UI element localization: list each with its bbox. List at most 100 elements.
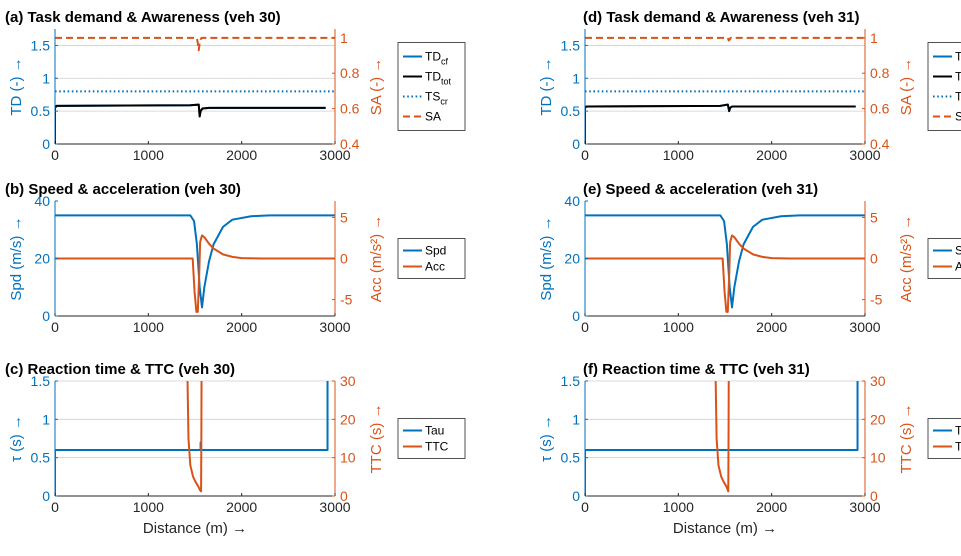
legend-label-name: Acc: [425, 260, 445, 274]
left-y-axis-label: Spd (m/s) →: [538, 216, 555, 300]
left-y-tick-label: 0.5: [31, 103, 51, 119]
x-tick-label: 3000: [849, 319, 880, 335]
right-y-axis-label: Acc (m/s²) →: [898, 215, 915, 303]
x-tick-label: 1000: [663, 147, 694, 163]
legend-label-name: Tau: [955, 424, 961, 438]
left-y-tick-label: 20: [564, 251, 580, 267]
series-line-td-tot: [55, 103, 326, 144]
x-tick-label: 2000: [756, 147, 787, 163]
legend: Spd Acc: [397, 238, 466, 279]
x-tick-label: 1000: [133, 319, 164, 335]
left-y-tick-label: 0: [42, 488, 50, 504]
x-tick-label: 3000: [849, 499, 880, 515]
right-y-tick-label: 0.4: [870, 136, 890, 152]
left-y-tick-label: 0.5: [561, 450, 581, 466]
right-y-tick-label: 0: [340, 488, 348, 504]
right-y-tick-label: 5: [340, 209, 348, 225]
legend: TDcf TDtot TScr SA: [397, 42, 466, 131]
series-group: [55, 381, 329, 496]
right-y-tick-label: 5: [870, 209, 878, 225]
left-y-tick-label: 0: [572, 136, 580, 152]
legend-label-name: Spd: [425, 244, 446, 258]
left-y-tick-label: 40: [34, 193, 50, 209]
legend-label-name: TTC: [955, 440, 961, 454]
x-tick-label: 3000: [319, 499, 350, 515]
legend-label-name: TS: [955, 90, 961, 104]
x-tick-label: 2000: [756, 319, 787, 335]
left-y-tick-label: 20: [34, 251, 50, 267]
right-y-tick-label: 0.8: [870, 65, 890, 81]
subplot-d: (d) Task demand & Awareness (veh 31) 0 100…: [538, 9, 961, 163]
legend-label: Tau: [955, 424, 961, 438]
x-tick-label: 0: [51, 147, 59, 163]
series-line-acc: [585, 234, 865, 313]
left-y-tick-label: 40: [564, 193, 580, 209]
plot-area: [585, 381, 865, 496]
legend-box: [927, 418, 961, 459]
right-y-tick-label: 0.6: [870, 101, 890, 117]
legend-label-subscript: cf: [441, 57, 449, 67]
x-tick-label: 1000: [133, 147, 164, 163]
right-y-tick-label: 10: [870, 450, 886, 466]
right-y-tick-label: 0: [870, 251, 878, 267]
right-y-tick-label: 10: [340, 450, 356, 466]
series-line-sa: [585, 36, 865, 42]
legend: Tau TTC: [397, 418, 466, 459]
series-line-tau: [585, 381, 859, 496]
left-y-axis-label: τ (s) →: [538, 415, 555, 462]
x-axis-label: Distance (m) →: [143, 520, 247, 537]
legend-label: TDtot: [955, 70, 961, 87]
legend-label: TScr: [425, 90, 448, 107]
legend-label-name: Tau: [425, 424, 444, 438]
x-axis-label: Distance (m) →: [673, 520, 777, 537]
legend-label: TDtot: [425, 70, 452, 87]
right-y-axis-label: Acc (m/s²) →: [368, 215, 385, 303]
legend-label: SA: [955, 110, 961, 124]
legend-label: SA: [425, 110, 441, 124]
right-y-tick-label: 20: [340, 411, 356, 427]
legend-label-name: TS: [425, 90, 440, 104]
series-line-sa: [55, 36, 335, 52]
x-tick-label: 3000: [849, 147, 880, 163]
left-y-tick-label: 0.5: [561, 103, 581, 119]
series-group: [55, 36, 335, 144]
series-group: [585, 214, 865, 313]
series-group: [585, 381, 859, 496]
x-tick-label: 0: [581, 499, 589, 515]
left-y-tick-label: 0.5: [31, 450, 51, 466]
right-y-tick-label: 1: [340, 30, 348, 46]
right-y-tick-label: 0: [870, 488, 878, 504]
left-y-tick-label: 0: [42, 308, 50, 324]
right-y-tick-label: 1: [870, 30, 878, 46]
left-y-axis-label: TD (-) →: [538, 57, 555, 115]
legend-label: TDcf: [425, 50, 449, 67]
x-tick-label: 1000: [663, 499, 694, 515]
subplot-title: (e) Speed & acceleration (veh 31): [583, 181, 818, 198]
subplot-f: (f) Reaction time & TTC (veh 31)0 1000 200…: [538, 361, 961, 537]
series-line-spd: [585, 214, 865, 309]
x-tick-label: 1000: [133, 499, 164, 515]
legend-box: [397, 238, 466, 279]
subplot-b: (b) Speed & acceleration (veh 30) 0 1000 20…: [5, 181, 466, 335]
series-line-td-tot: [585, 103, 856, 144]
subplot-title: (b) Speed & acceleration (veh 30): [5, 181, 241, 198]
legend-label: TTC: [955, 440, 961, 454]
legend-label-name: Spd: [955, 244, 961, 258]
legend-label-name: TD: [955, 70, 961, 84]
legend-label-name: SA: [955, 110, 961, 124]
x-tick-label: 0: [51, 319, 59, 335]
x-tick-label: 2000: [226, 147, 257, 163]
left-y-tick-label: 1.5: [561, 373, 581, 389]
subplot-title: (d) Task demand & Awareness (veh 31): [583, 9, 859, 26]
legend-label-subscript: tot: [441, 77, 452, 87]
x-tick-label: 3000: [319, 319, 350, 335]
legend: Tau TTC: [927, 418, 961, 459]
right-y-tick-label: 30: [870, 373, 886, 389]
right-y-tick-label: 0.6: [340, 101, 360, 117]
plot-area: [585, 29, 865, 144]
left-y-tick-label: 1: [572, 70, 580, 86]
legend-label: Acc: [955, 260, 961, 274]
subplot-title: (f) Reaction time & TTC (veh 31): [583, 361, 810, 378]
